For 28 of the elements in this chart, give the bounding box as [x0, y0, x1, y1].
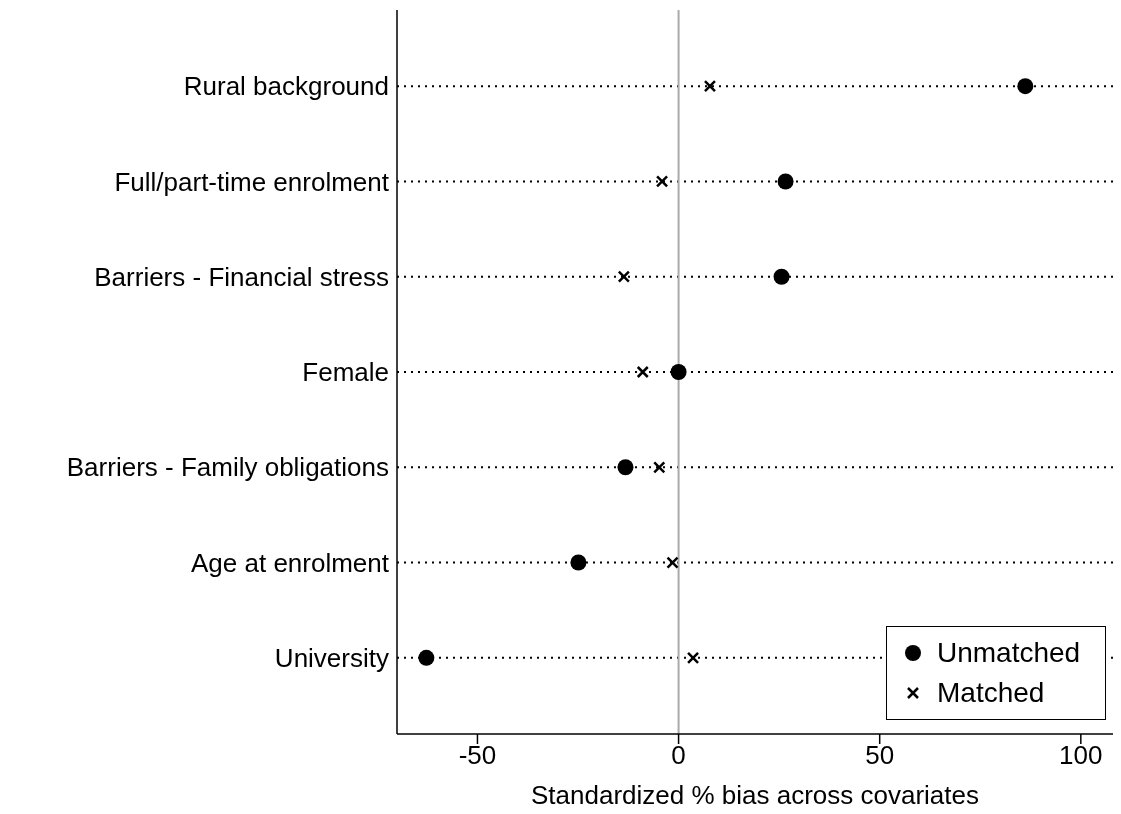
- point: [418, 649, 435, 666]
- x-tick-label: 100: [1059, 740, 1103, 771]
- y-tick-label: Barriers - Family obligations: [66, 452, 389, 483]
- y-tick-label: Age at enrolment: [190, 547, 390, 578]
- point: [636, 365, 650, 379]
- point: [773, 268, 790, 285]
- point: [653, 461, 666, 474]
- point: [617, 459, 634, 476]
- point: [617, 270, 631, 283]
- y-tick-label: Full/part-time enrolment: [114, 166, 390, 197]
- point: [570, 554, 587, 571]
- y-tick-label: Barriers - Financial stress: [94, 261, 389, 292]
- x-tick-label: 0: [671, 740, 686, 771]
- legend-label: Unmatched: [937, 637, 1081, 669]
- point: [670, 364, 687, 380]
- y-tick-label: Rural background: [183, 71, 389, 102]
- point: [1017, 78, 1034, 95]
- point: [777, 173, 794, 190]
- y-tick-label: University: [274, 643, 389, 674]
- point: [686, 651, 700, 665]
- point: [666, 556, 679, 569]
- x-tick-label: 50: [865, 740, 895, 771]
- y-tick-label: Female: [302, 357, 389, 388]
- legend-label: Matched: [937, 677, 1045, 709]
- x-tick-label: -50: [458, 740, 497, 771]
- point: [655, 175, 669, 188]
- point: [703, 79, 717, 93]
- x-axis-title: Standardized % bias across covariates: [530, 780, 980, 811]
